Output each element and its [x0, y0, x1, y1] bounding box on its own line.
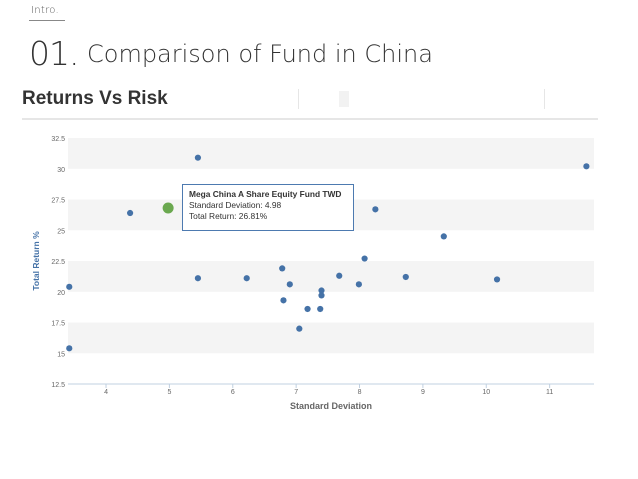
data-points — [66, 154, 590, 352]
intro-label: Intro. — [31, 5, 60, 16]
data-point[interactable] — [194, 275, 202, 282]
data-point[interactable] — [296, 325, 303, 332]
y-tick-label: 25 — [57, 228, 65, 235]
chart-top-divider — [22, 118, 598, 120]
slide-title: Comparison of Fund in China — [87, 40, 433, 68]
x-tick-label: 10 — [482, 389, 490, 396]
data-point[interactable] — [355, 281, 362, 288]
y-tick-label: 22.5 — [51, 259, 65, 266]
grid-bands — [68, 138, 594, 354]
y-tick-label: 20 — [57, 290, 65, 297]
y-tick-label: 17.5 — [51, 321, 65, 328]
x-axis-ticks: 4 5 6 7 8 9 10 11 — [104, 384, 553, 396]
x-tick-label: 5 — [167, 389, 171, 396]
x-tick-label: 8 — [358, 389, 362, 396]
chart-title: Returns Vs Risk — [22, 88, 168, 109]
data-point[interactable] — [402, 273, 409, 281]
data-point[interactable] — [127, 209, 134, 217]
highlighted-point-group — [162, 202, 174, 214]
x-tick-label: 6 — [231, 389, 235, 396]
toolbar-stub — [339, 91, 349, 107]
data-point[interactable] — [336, 272, 343, 279]
intro-underline — [29, 20, 65, 21]
y-axis-ticks: 12.5 15 17.5 20 22.5 25 27.5 30 32.5 — [51, 136, 65, 389]
data-point[interactable] — [372, 206, 379, 213]
highlighted-data-point[interactable] — [162, 202, 174, 214]
y-tick-label: 27.5 — [51, 198, 65, 205]
y-tick-label: 32.5 — [51, 136, 65, 143]
data-point[interactable] — [318, 287, 325, 294]
y-tick-label: 15 — [57, 351, 65, 358]
tooltip-std-dev: Standard Deviation: 4.98 — [189, 200, 282, 210]
tooltip-title: Mega China A Share Equity Fund TWD — [189, 189, 342, 199]
data-point[interactable] — [304, 305, 311, 313]
data-point[interactable] — [361, 255, 368, 262]
data-point[interactable] — [280, 297, 287, 304]
tooltip-total-return: Total Return: 26.81% — [189, 211, 268, 221]
chart-toolbar-area — [298, 89, 545, 109]
data-point[interactable] — [286, 281, 293, 288]
x-tick-label: 4 — [104, 389, 108, 396]
x-axis-title: Standard Deviation — [290, 401, 372, 411]
data-point[interactable] — [279, 265, 286, 272]
x-tick-label: 7 — [294, 389, 298, 396]
y-axis-title: Total Return % — [31, 231, 41, 291]
data-point[interactable] — [317, 305, 324, 313]
grid-band — [68, 261, 594, 292]
grid-band — [68, 322, 594, 354]
data-point[interactable] — [66, 283, 73, 290]
data-point[interactable] — [318, 292, 325, 299]
data-point[interactable] — [243, 275, 250, 282]
x-tick-label: 11 — [546, 389, 553, 396]
y-tick-label: 12.5 — [51, 382, 65, 389]
data-point[interactable] — [66, 345, 73, 352]
slide-number: 01. — [29, 34, 79, 73]
data-point[interactable] — [583, 163, 590, 170]
data-point[interactable] — [493, 276, 501, 283]
x-tick-label: 9 — [421, 389, 425, 396]
y-tick-label: 30 — [57, 167, 65, 174]
data-point[interactable] — [194, 154, 202, 161]
point-tooltip: Mega China A Share Equity Fund TWD Stand… — [182, 184, 354, 231]
grid-band — [68, 138, 594, 169]
data-point[interactable] — [440, 233, 447, 240]
